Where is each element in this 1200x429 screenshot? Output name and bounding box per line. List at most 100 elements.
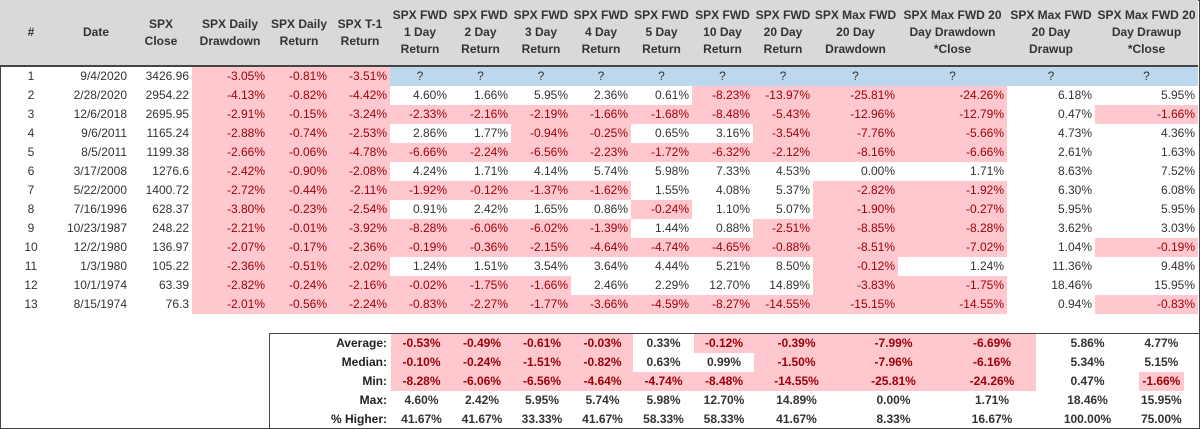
table-cell[interactable]: -14.55% bbox=[898, 295, 1007, 314]
table-cell[interactable]: -25.81% bbox=[813, 86, 898, 105]
summary-cell[interactable]: -0.53% bbox=[391, 334, 452, 353]
summary-cell[interactable]: 12.70% bbox=[703, 393, 745, 407]
summary-cell[interactable]: -0.49% bbox=[452, 334, 512, 353]
summary-cell[interactable]: 4.77% bbox=[1144, 336, 1179, 350]
summary-cell[interactable]: 4.60% bbox=[404, 393, 439, 407]
table-cell[interactable]: 0.65% bbox=[654, 126, 689, 140]
table-cell[interactable]: 63.39 bbox=[158, 278, 189, 292]
table-cell[interactable]: 4 bbox=[27, 126, 35, 140]
table-cell[interactable]: ? bbox=[813, 66, 898, 86]
table-cell[interactable]: -4.65% bbox=[692, 238, 753, 257]
table-cell[interactable]: -2.01% bbox=[192, 295, 268, 314]
table-cell[interactable]: 1400.72 bbox=[145, 183, 189, 197]
table-cell[interactable]: 12/2/1980 bbox=[73, 240, 127, 254]
table-cell[interactable]: -2.33% bbox=[390, 105, 450, 124]
table-cell[interactable]: 1276.6 bbox=[152, 164, 189, 178]
table-cell[interactable]: -1.92% bbox=[390, 181, 450, 200]
table-cell[interactable]: -2.72% bbox=[192, 181, 268, 200]
table-cell[interactable]: -0.19% bbox=[1095, 238, 1198, 257]
table-cell[interactable]: 0.00% bbox=[860, 164, 895, 178]
table-cell[interactable]: -0.01% bbox=[268, 219, 330, 238]
table-cell[interactable]: 2695.95 bbox=[145, 107, 189, 121]
table-cell[interactable]: 3/17/2008 bbox=[73, 164, 127, 178]
table-cell[interactable]: 3.54% bbox=[533, 259, 568, 273]
table-cell[interactable]: -0.82% bbox=[268, 86, 330, 105]
table-cell[interactable]: 1.55% bbox=[654, 183, 689, 197]
table-cell[interactable]: -2.02% bbox=[330, 257, 390, 276]
table-cell[interactable]: -4.78% bbox=[330, 143, 390, 162]
summary-cell[interactable]: -4.64% bbox=[572, 372, 633, 391]
table-cell[interactable]: 3.03% bbox=[1160, 221, 1195, 235]
table-cell[interactable]: 1.65% bbox=[533, 202, 568, 216]
table-cell[interactable]: -8.23% bbox=[692, 86, 753, 105]
summary-cell[interactable]: 5.74% bbox=[585, 393, 620, 407]
table-cell[interactable]: -1.62% bbox=[571, 181, 631, 200]
table-cell[interactable]: -2.53% bbox=[330, 124, 390, 143]
table-cell[interactable]: 11.36% bbox=[1052, 259, 1092, 273]
table-cell[interactable]: 4.36% bbox=[1160, 126, 1195, 140]
summary-cell[interactable]: -0.39% bbox=[754, 334, 839, 353]
table-cell[interactable]: -0.24% bbox=[631, 200, 692, 219]
table-cell[interactable]: -4.74% bbox=[631, 238, 692, 257]
table-cell[interactable]: 0.94% bbox=[1057, 297, 1092, 311]
table-cell[interactable]: 1.04% bbox=[1057, 240, 1092, 254]
table-cell[interactable]: 1.51% bbox=[473, 259, 508, 273]
table-cell[interactable]: -0.94% bbox=[511, 124, 571, 143]
table-cell[interactable]: 1.63% bbox=[1160, 145, 1195, 159]
table-cell[interactable]: -1.39% bbox=[571, 219, 631, 238]
summary-cell[interactable]: 5.34% bbox=[1070, 355, 1105, 369]
table-cell[interactable]: -0.83% bbox=[1095, 295, 1198, 314]
table-cell[interactable]: ? bbox=[571, 66, 631, 86]
table-cell[interactable]: 11 bbox=[24, 259, 38, 273]
table-cell[interactable]: -15.15% bbox=[813, 295, 898, 314]
table-cell[interactable]: -12.96% bbox=[813, 105, 898, 124]
table-cell[interactable]: -8.27% bbox=[692, 295, 753, 314]
summary-cell[interactable]: 5.86% bbox=[1070, 336, 1105, 350]
summary-cell[interactable]: 5.98% bbox=[646, 393, 681, 407]
table-cell[interactable]: 12/6/2018 bbox=[73, 107, 127, 121]
table-cell[interactable]: -1.90% bbox=[813, 200, 898, 219]
table-cell[interactable]: 1.66% bbox=[473, 88, 508, 102]
table-cell[interactable]: 1199.38 bbox=[146, 145, 190, 159]
table-cell[interactable]: -5.43% bbox=[753, 105, 813, 124]
table-cell[interactable]: -5.66% bbox=[898, 124, 1007, 143]
table-cell[interactable]: 1.24% bbox=[969, 259, 1004, 273]
table-cell[interactable]: 2 bbox=[27, 88, 35, 102]
table-cell[interactable]: -3.83% bbox=[813, 276, 898, 295]
table-cell[interactable]: -0.51% bbox=[268, 257, 330, 276]
table-cell[interactable]: 2954.22 bbox=[145, 88, 189, 102]
summary-cell[interactable]: -4.74% bbox=[633, 372, 694, 391]
summary-cell[interactable]: -0.82% bbox=[572, 353, 633, 372]
table-cell[interactable]: -6.02% bbox=[511, 219, 571, 238]
table-cell[interactable]: ? bbox=[692, 66, 753, 86]
table-cell[interactable]: 9/4/2020 bbox=[80, 69, 127, 83]
table-cell[interactable]: -2.24% bbox=[330, 295, 390, 314]
table-cell[interactable]: 2/28/2020 bbox=[73, 88, 127, 102]
table-cell[interactable]: -0.17% bbox=[268, 238, 330, 257]
table-cell[interactable]: -0.24% bbox=[268, 276, 330, 295]
table-cell[interactable]: ? bbox=[390, 66, 450, 86]
table-cell[interactable]: -2.07% bbox=[192, 238, 268, 257]
table-cell[interactable]: 13 bbox=[24, 297, 38, 311]
table-cell[interactable]: -0.25% bbox=[571, 124, 631, 143]
table-cell[interactable]: -0.06% bbox=[268, 143, 330, 162]
table-cell[interactable]: 5.21% bbox=[715, 259, 750, 273]
table-cell[interactable]: -4.13% bbox=[192, 86, 268, 105]
summary-cell[interactable]: 15.95% bbox=[1141, 393, 1182, 407]
table-cell[interactable]: -2.24% bbox=[450, 143, 511, 162]
summary-cell[interactable]: 100.00% bbox=[1063, 412, 1112, 426]
table-cell[interactable]: 1.77% bbox=[473, 126, 508, 140]
table-cell[interactable]: 9 bbox=[27, 221, 35, 235]
table-cell[interactable]: -2.11% bbox=[330, 181, 390, 200]
table-cell[interactable]: -3.05% bbox=[192, 66, 268, 86]
table-cell[interactable]: 4.73% bbox=[1057, 126, 1092, 140]
table-cell[interactable]: 2.86% bbox=[412, 126, 447, 140]
table-cell[interactable]: 10/1/1974 bbox=[73, 278, 127, 292]
table-cell[interactable]: -2.27% bbox=[450, 295, 511, 314]
table-cell[interactable]: -1.68% bbox=[631, 105, 692, 124]
table-cell[interactable]: -1.66% bbox=[1095, 105, 1198, 124]
table-cell[interactable]: -12.79% bbox=[898, 105, 1007, 124]
table-cell[interactable]: ? bbox=[631, 66, 692, 86]
table-cell[interactable]: 248.22 bbox=[152, 221, 189, 235]
table-cell[interactable]: 2.36% bbox=[593, 88, 628, 102]
